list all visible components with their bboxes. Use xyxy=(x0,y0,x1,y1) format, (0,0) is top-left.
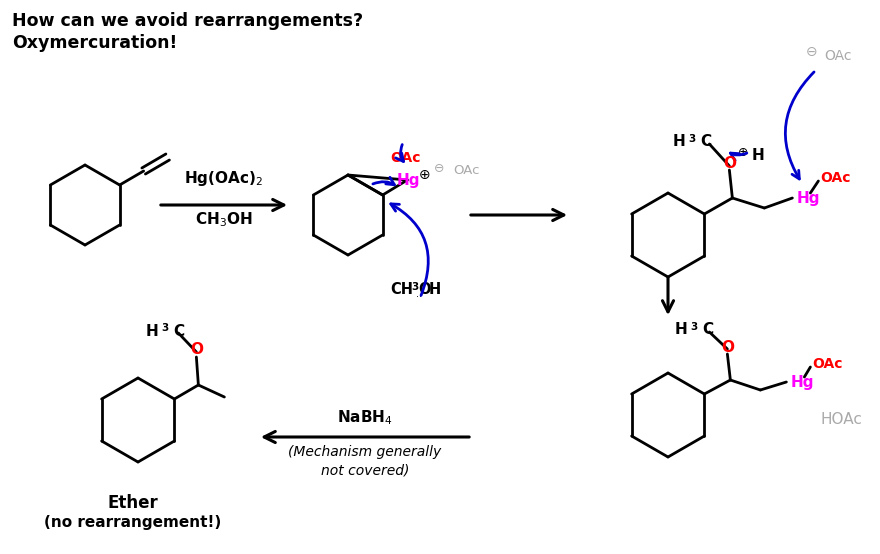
Text: Oxymercuration!: Oxymercuration! xyxy=(12,34,177,52)
Text: O: O xyxy=(721,340,734,355)
Text: C: C xyxy=(702,322,714,337)
Text: ··: ·· xyxy=(416,292,422,302)
Text: OAc: OAc xyxy=(820,171,851,185)
Text: (Mechanism generally: (Mechanism generally xyxy=(289,445,442,459)
Text: H: H xyxy=(429,283,441,297)
Text: Hg: Hg xyxy=(397,172,420,187)
Text: ⊕: ⊕ xyxy=(738,146,749,158)
Text: H: H xyxy=(672,135,686,150)
Text: How can we avoid rearrangements?: How can we avoid rearrangements? xyxy=(12,12,363,30)
Text: NaBH$_4$: NaBH$_4$ xyxy=(337,409,392,427)
Text: Hg: Hg xyxy=(796,191,820,206)
Text: C: C xyxy=(173,324,185,338)
Text: 3: 3 xyxy=(162,323,169,333)
Text: ⊖: ⊖ xyxy=(806,45,818,59)
Text: 3: 3 xyxy=(689,134,696,144)
Text: C: C xyxy=(700,135,712,150)
Text: OAc: OAc xyxy=(453,163,480,177)
Text: CH: CH xyxy=(390,283,413,297)
Text: (no rearrangement!): (no rearrangement!) xyxy=(44,515,222,530)
Text: not covered): not covered) xyxy=(321,463,409,477)
Text: OAc: OAc xyxy=(812,357,843,371)
Text: HOAc: HOAc xyxy=(820,413,862,428)
Text: H: H xyxy=(675,322,687,337)
Text: 3: 3 xyxy=(411,282,418,292)
Text: O: O xyxy=(418,283,430,297)
Text: OAc: OAc xyxy=(390,151,421,165)
Text: H: H xyxy=(752,148,764,163)
Text: Hg(OAc)$_2$: Hg(OAc)$_2$ xyxy=(185,169,264,188)
Text: O: O xyxy=(190,341,203,357)
Text: OAc: OAc xyxy=(824,49,852,63)
Text: CH$_3$OH: CH$_3$OH xyxy=(195,210,253,229)
Text: 3: 3 xyxy=(691,322,698,332)
Text: Ether: Ether xyxy=(107,494,158,512)
Text: ⊖: ⊖ xyxy=(434,162,444,175)
Text: H: H xyxy=(145,324,158,338)
Text: Hg: Hg xyxy=(790,375,814,389)
Text: ⊕: ⊕ xyxy=(419,168,430,182)
Text: O: O xyxy=(722,156,736,171)
